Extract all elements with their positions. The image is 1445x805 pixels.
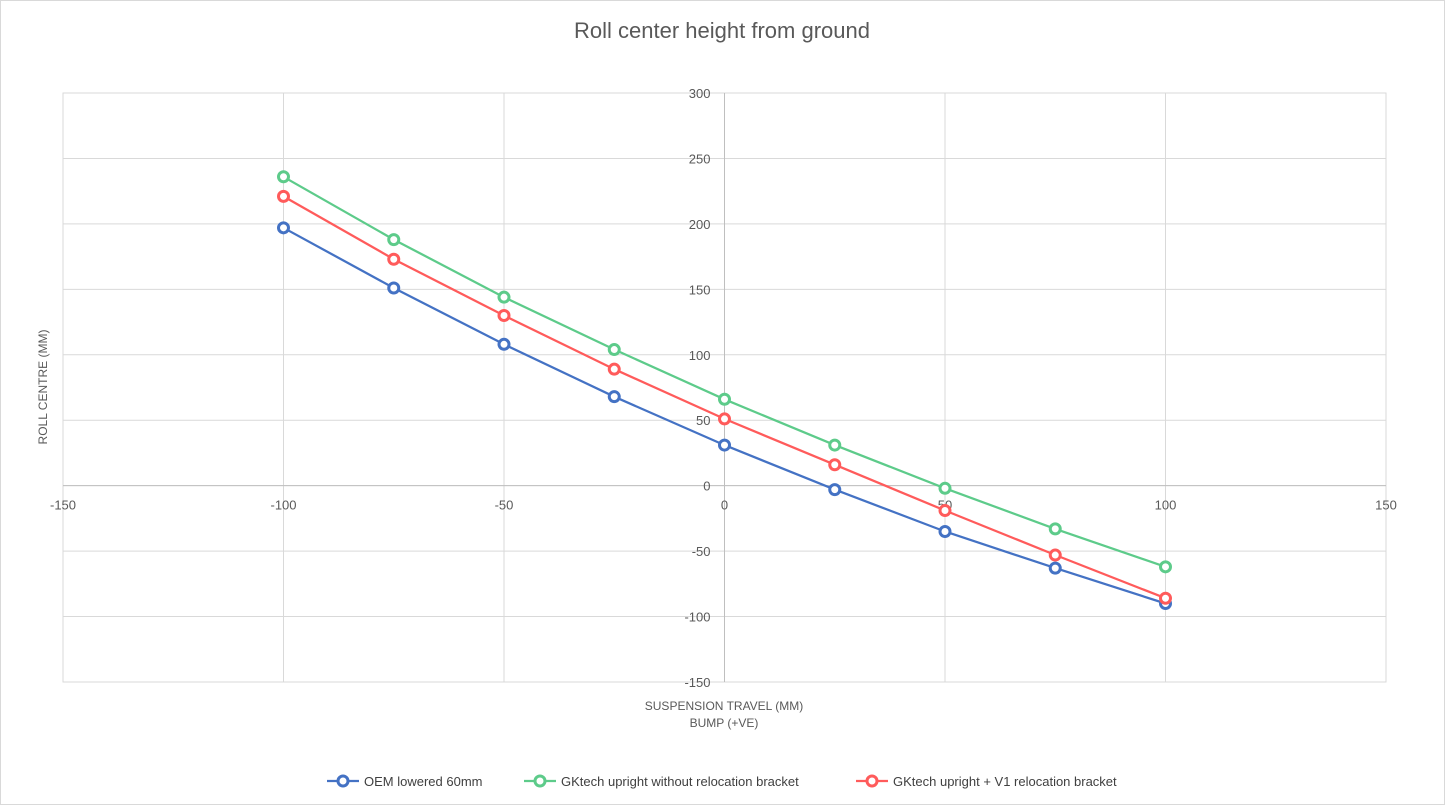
data-point[interactable]: [277, 189, 290, 203]
legend-label: OEM lowered 60mm: [364, 774, 482, 789]
y-tick-label: 50: [696, 413, 710, 428]
data-point[interactable]: [828, 483, 842, 497]
x-tick-label: 100: [1155, 498, 1177, 513]
legend-item[interactable]: OEM lowered 60mm: [327, 774, 482, 789]
data-point[interactable]: [387, 233, 401, 247]
data-point[interactable]: [718, 438, 731, 452]
data-point[interactable]: [938, 504, 952, 518]
y-tick-label: 150: [689, 282, 711, 297]
x-tick-label: -50: [495, 498, 514, 513]
y-tick-label: -100: [684, 610, 710, 625]
data-point[interactable]: [277, 170, 290, 184]
legend-marker: [533, 774, 547, 788]
data-point[interactable]: [497, 309, 511, 323]
legend: OEM lowered 60mm GKtech upright without r…: [327, 774, 1117, 789]
x-axis-subtitle: BUMP (+VE): [690, 716, 759, 730]
data-point[interactable]: [607, 343, 621, 357]
x-axis-title: SUSPENSION TRAVEL (MM): [645, 699, 803, 713]
y-tick-label: -50: [692, 544, 711, 559]
data-point[interactable]: [828, 458, 842, 472]
data-point[interactable]: [1159, 560, 1172, 574]
tick-labels: -150-100-50050100150-150-100-50050100150…: [50, 86, 1397, 690]
data-point[interactable]: [828, 438, 842, 452]
legend-item[interactable]: GKtech upright + V1 relocation bracket: [856, 774, 1117, 789]
series-3: [277, 189, 1172, 605]
x-tick-label: -100: [270, 498, 296, 513]
data-point[interactable]: [607, 362, 621, 376]
y-tick-label: -150: [684, 675, 710, 690]
data-point[interactable]: [938, 481, 952, 495]
y-tick-label: 0: [703, 479, 710, 494]
y-tick-label: 200: [689, 217, 711, 232]
x-tick-label: 150: [1375, 498, 1397, 513]
data-point[interactable]: [1048, 561, 1062, 575]
legend-marker: [336, 774, 350, 788]
series-1: [277, 221, 1172, 610]
data-point[interactable]: [387, 281, 401, 295]
data-point[interactable]: [1048, 522, 1062, 536]
y-tick-label: 300: [689, 86, 711, 101]
data-point[interactable]: [497, 290, 511, 304]
data-point[interactable]: [497, 337, 511, 351]
legend-marker: [865, 774, 879, 788]
x-tick-label: 0: [721, 498, 728, 513]
data-point[interactable]: [938, 524, 952, 538]
data-point[interactable]: [1159, 591, 1172, 605]
legend-item[interactable]: GKtech upright without relocation bracke…: [524, 774, 799, 789]
data-point[interactable]: [387, 252, 401, 266]
series-2: [277, 170, 1172, 574]
y-tick-label: 250: [689, 151, 711, 166]
data-point[interactable]: [277, 221, 290, 235]
series-layer: [277, 170, 1172, 610]
data-point[interactable]: [718, 392, 731, 406]
legend-label: GKtech upright + V1 relocation bracket: [893, 774, 1117, 789]
x-tick-label: -150: [50, 498, 76, 513]
axes: [63, 93, 1386, 682]
y-axis-title: ROLL CENTRE (MM): [36, 330, 50, 445]
data-point[interactable]: [718, 412, 731, 426]
y-tick-label: 100: [689, 348, 711, 363]
data-point[interactable]: [607, 390, 621, 404]
data-point[interactable]: [1048, 548, 1062, 562]
legend-label: GKtech upright without relocation bracke…: [561, 774, 799, 789]
chart-title: Roll center height from ground: [574, 18, 870, 43]
